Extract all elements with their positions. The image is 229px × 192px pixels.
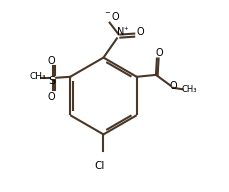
Text: CH₃: CH₃: [30, 72, 46, 81]
Text: O: O: [169, 81, 176, 91]
Text: CH₃: CH₃: [181, 85, 196, 94]
Text: O: O: [47, 56, 55, 66]
Text: O: O: [155, 48, 163, 58]
Text: S: S: [48, 76, 55, 86]
Text: N: N: [116, 27, 124, 37]
Text: $^-$O: $^-$O: [102, 10, 120, 22]
Text: O: O: [136, 27, 143, 37]
Text: O: O: [47, 92, 55, 102]
Text: Cl: Cl: [94, 161, 105, 171]
Text: $^+$: $^+$: [121, 25, 128, 34]
